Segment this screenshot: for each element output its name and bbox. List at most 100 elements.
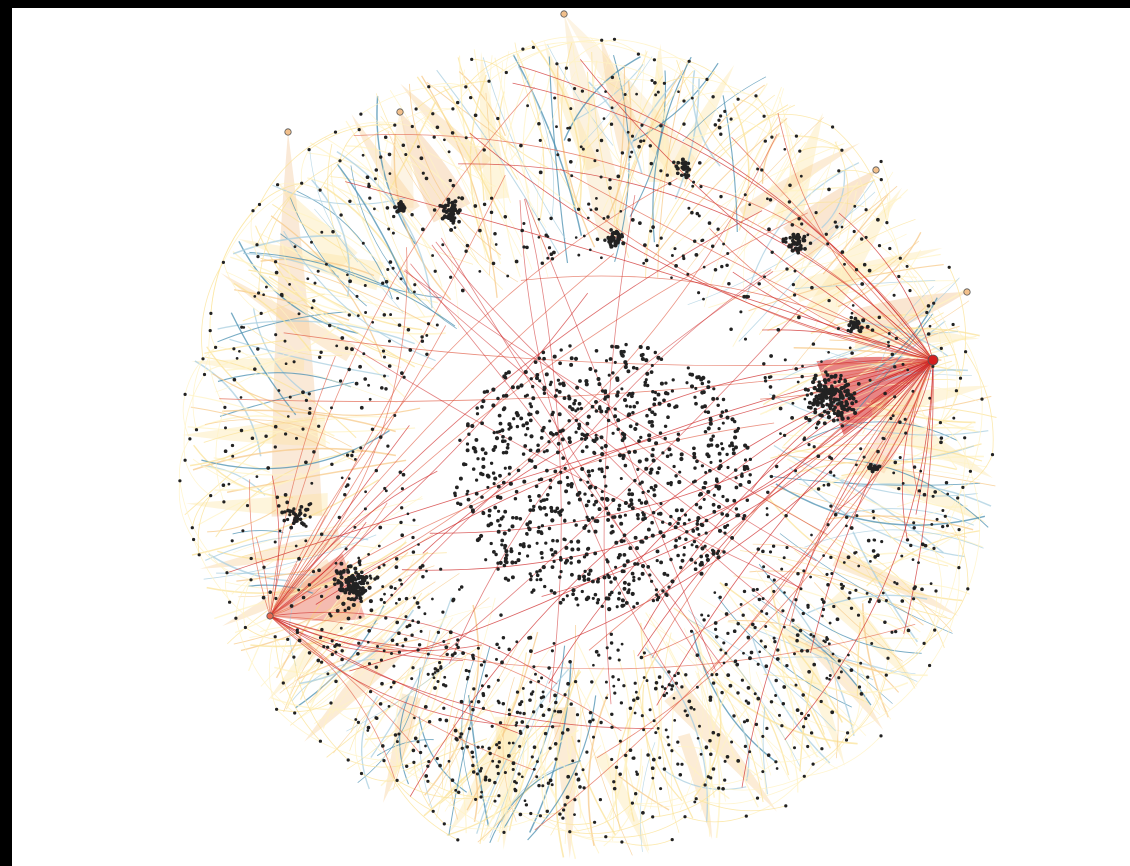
band-node — [388, 260, 393, 264]
core-node — [546, 493, 550, 497]
band-node — [722, 641, 726, 645]
edge — [755, 569, 881, 716]
edge — [642, 684, 683, 802]
band-node — [605, 696, 608, 700]
edge — [383, 138, 396, 232]
band-node — [903, 417, 907, 421]
ring-node — [183, 392, 187, 396]
cluster-node — [341, 587, 345, 592]
band-node — [411, 535, 415, 540]
core-node — [673, 405, 677, 409]
bottom-node — [716, 732, 721, 737]
core-node — [602, 475, 607, 479]
core-node — [654, 588, 659, 592]
core-node — [573, 398, 577, 403]
core-node — [628, 405, 632, 409]
core-node — [503, 576, 508, 581]
core-node — [689, 557, 694, 562]
core-node — [680, 558, 685, 563]
band-node — [807, 443, 811, 447]
band-node — [928, 324, 932, 328]
core-node — [646, 489, 650, 493]
core-node — [657, 401, 662, 406]
core-node — [561, 456, 566, 460]
bottom-node — [689, 706, 693, 710]
core-node — [647, 433, 652, 438]
core-node — [590, 468, 595, 473]
core-node — [735, 514, 739, 518]
core-node — [480, 405, 484, 409]
edge — [206, 346, 291, 420]
core-node — [625, 559, 630, 564]
ring-node — [382, 759, 386, 763]
edge — [232, 530, 284, 535]
ring-node — [346, 758, 350, 762]
band-node — [264, 285, 268, 289]
edge — [923, 529, 960, 644]
core-node — [594, 409, 599, 413]
cluster-node — [611, 236, 616, 241]
core-node — [606, 406, 611, 411]
band-node — [240, 325, 244, 329]
edge — [346, 650, 463, 732]
edge — [752, 638, 831, 764]
edge — [609, 69, 624, 163]
cluster-node — [794, 241, 799, 246]
core-node — [550, 552, 555, 557]
bottom-node — [612, 780, 616, 784]
ring-node — [202, 372, 207, 377]
core-node — [623, 463, 628, 468]
bottom-node — [543, 731, 548, 736]
band-node — [830, 710, 835, 715]
edge — [889, 532, 961, 539]
edge — [221, 416, 395, 462]
band-node — [537, 235, 541, 239]
edge — [227, 552, 447, 645]
cluster-node — [781, 239, 786, 244]
band-node — [412, 518, 416, 522]
band-node — [711, 95, 715, 99]
band-node — [736, 691, 740, 695]
bottom-node — [507, 754, 511, 758]
bottom-node — [753, 692, 757, 696]
edge — [846, 658, 889, 741]
cluster-node — [397, 201, 401, 206]
cluster-node — [368, 599, 373, 604]
edge — [205, 534, 369, 561]
core-node — [538, 506, 543, 511]
band-node — [931, 494, 935, 498]
band-node — [556, 153, 560, 157]
band-node — [920, 587, 924, 592]
band-node — [682, 122, 686, 126]
bottom-node — [318, 636, 323, 640]
peripheral-fan — [594, 751, 649, 855]
bottom-node — [503, 770, 507, 775]
band-node — [387, 705, 391, 708]
peripheral-fan — [648, 43, 673, 182]
hub-edge — [401, 359, 934, 571]
edge — [234, 521, 402, 634]
cluster-node — [341, 569, 346, 574]
bottom-node — [553, 709, 557, 713]
band-node — [354, 458, 357, 461]
band-node — [460, 732, 464, 736]
edge — [614, 38, 708, 80]
bottom-node — [711, 767, 716, 771]
cluster-node — [858, 329, 863, 334]
edge — [213, 457, 270, 473]
band-node — [941, 509, 945, 512]
cluster-node — [360, 570, 364, 575]
core-node — [696, 516, 701, 521]
band-node — [451, 183, 456, 188]
core-node — [685, 530, 689, 534]
edge — [335, 121, 413, 133]
band-node — [725, 263, 729, 268]
core-node — [666, 415, 670, 420]
edge — [530, 40, 582, 214]
core-node — [679, 565, 683, 570]
band-node — [579, 145, 583, 149]
core-node — [561, 381, 566, 386]
bottom-node — [714, 635, 719, 639]
cluster-node — [827, 389, 831, 393]
core-node — [679, 452, 684, 457]
